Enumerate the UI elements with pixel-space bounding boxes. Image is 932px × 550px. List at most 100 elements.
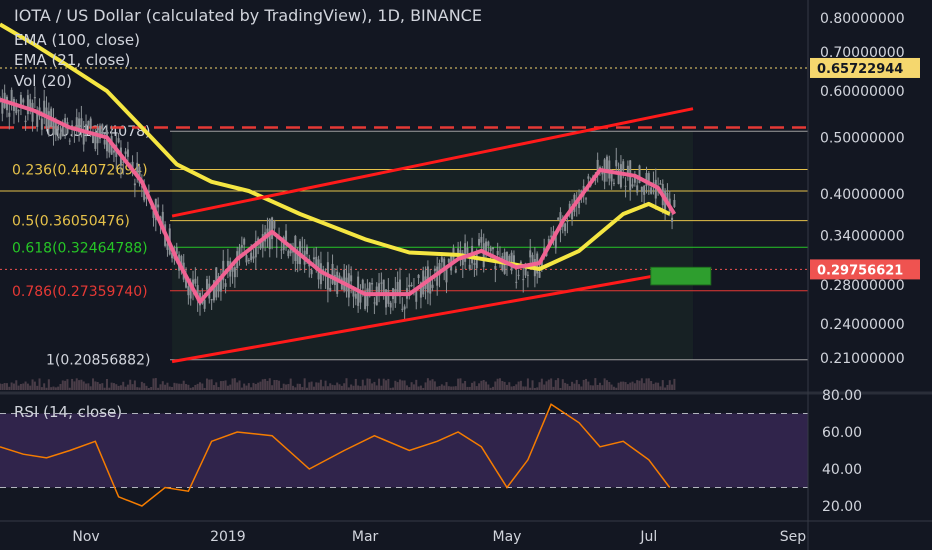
rsi-pane[interactable]	[0, 403, 808, 507]
volume-bar	[254, 383, 257, 390]
volume-bar	[229, 384, 232, 390]
candle-body	[296, 254, 299, 264]
volume-bar	[289, 378, 292, 390]
volume-bar	[452, 386, 455, 390]
candle-body	[331, 263, 334, 284]
candle-body	[194, 278, 197, 284]
candle-body	[245, 255, 248, 263]
volume-bar	[494, 381, 497, 390]
price-tag-box[interactable]	[810, 259, 920, 280]
candle-body	[429, 279, 432, 294]
candle-body	[526, 274, 529, 276]
volume-bar	[257, 382, 260, 390]
volume-bar	[185, 384, 188, 390]
price-axis-tick-label: 0.80000000	[820, 11, 905, 27]
volume-bar	[364, 385, 367, 390]
ema100-line[interactable]	[0, 22, 671, 271]
candle-body	[638, 165, 641, 183]
volume-legend[interactable]: Vol (20)	[14, 72, 73, 90]
volume-bar	[429, 380, 432, 390]
volume-bar	[610, 384, 613, 390]
lower-trendline[interactable]	[171, 267, 694, 364]
candle-body	[171, 252, 174, 259]
volume-bar	[501, 381, 504, 390]
volume-bar	[75, 378, 78, 390]
candle-body	[473, 263, 476, 265]
candle-body	[29, 99, 32, 111]
price-tag-box[interactable]	[810, 57, 920, 78]
candle-body	[396, 281, 399, 293]
volume-bar	[231, 378, 234, 390]
volume-bar	[389, 387, 392, 390]
price-axis-tick-label: 0.21000000	[820, 351, 905, 367]
volume-bar	[461, 383, 464, 390]
volume-bar	[226, 385, 229, 390]
volume-bar	[150, 387, 153, 390]
volume-bar	[261, 379, 264, 390]
volume-bar	[192, 387, 195, 390]
volume-bar	[401, 380, 404, 390]
volume-bar	[629, 382, 632, 390]
volume-bar	[196, 383, 199, 390]
volume-bar	[208, 379, 211, 390]
price-pane[interactable]: 0(0.51244078)0.236(0.44072694)0.5(0.3605…	[0, 22, 808, 390]
volume-bar	[317, 382, 320, 390]
volume-bar	[78, 380, 81, 390]
volume-bar	[545, 381, 548, 390]
candle-body	[650, 187, 653, 194]
volume-bar	[189, 387, 192, 390]
volume-bar	[103, 387, 106, 390]
ema21-legend[interactable]: EMA (21, close)	[14, 51, 131, 69]
volume-bar	[440, 384, 443, 390]
volume-bar	[298, 383, 301, 390]
candle-body	[92, 132, 95, 144]
candle-body	[273, 221, 276, 229]
volume-bar	[287, 384, 290, 390]
candle-body	[654, 179, 657, 199]
rsi-legend[interactable]: RSI (14, close)	[14, 403, 123, 421]
volume-bar	[29, 385, 32, 390]
volume-bar	[240, 387, 243, 390]
candle-body	[117, 138, 120, 143]
candle-body	[54, 120, 57, 135]
volume-bar	[22, 383, 25, 390]
candle-body	[550, 235, 553, 238]
upper-trendline[interactable]	[171, 107, 694, 218]
ema21-line[interactable]	[0, 97, 677, 304]
volume-bar	[117, 385, 120, 390]
time-axis-tick-label: Jul	[639, 529, 657, 545]
price-axis-tick-label: 0.40000000	[820, 187, 905, 203]
candle-body	[361, 279, 364, 289]
volume-bar	[608, 382, 611, 390]
target-box[interactable]	[650, 266, 712, 286]
candle-body	[61, 124, 64, 137]
ema100-legend[interactable]: EMA (100, close)	[14, 31, 140, 49]
candle-body	[578, 201, 581, 208]
volume-bar	[345, 378, 348, 390]
volume-bar	[271, 385, 274, 390]
price-axis-tick-label: 0.60000000	[820, 84, 905, 100]
candle-body	[368, 282, 371, 297]
volume-bar	[71, 378, 74, 390]
volume-bar	[194, 384, 197, 390]
rsi-line[interactable]	[0, 403, 671, 507]
volume-bar	[424, 382, 427, 390]
rsi-axis-tick-label: 20.00	[822, 499, 862, 515]
candle-body	[364, 291, 367, 309]
candle-body	[287, 250, 290, 257]
volume-bar	[215, 382, 218, 390]
volume-bar	[643, 383, 646, 390]
volume-bar	[596, 384, 599, 390]
candle-body	[652, 182, 655, 184]
volume-bar	[559, 387, 562, 390]
volume-bar	[133, 380, 136, 390]
volume-bar	[73, 381, 76, 390]
candle-body	[394, 289, 397, 304]
candle-body	[136, 162, 139, 177]
price-axis-tick-label: 0.24000000	[820, 317, 905, 333]
volume-bar	[275, 379, 278, 390]
candle-body	[15, 103, 18, 114]
volume-bar	[161, 381, 164, 390]
candle-body	[445, 267, 448, 283]
